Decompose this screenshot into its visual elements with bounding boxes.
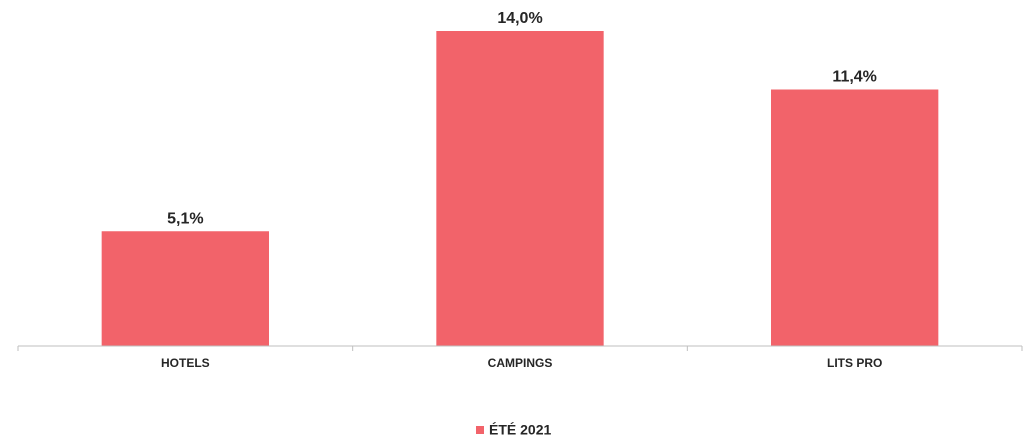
legend-label: ÉTÉ 2021 [489,422,551,438]
value-label: 5,1% [167,210,203,227]
value-label: 14,0% [497,10,542,27]
legend-swatch [476,426,484,434]
bar [436,31,604,346]
x-tick-label: HOTELS [161,356,210,370]
x-tick-label: LITS PRO [827,356,882,370]
value-label: 11,4% [832,69,876,86]
bar [101,231,270,346]
x-tick-label: CAMPINGS [488,356,553,370]
bar [771,89,939,346]
